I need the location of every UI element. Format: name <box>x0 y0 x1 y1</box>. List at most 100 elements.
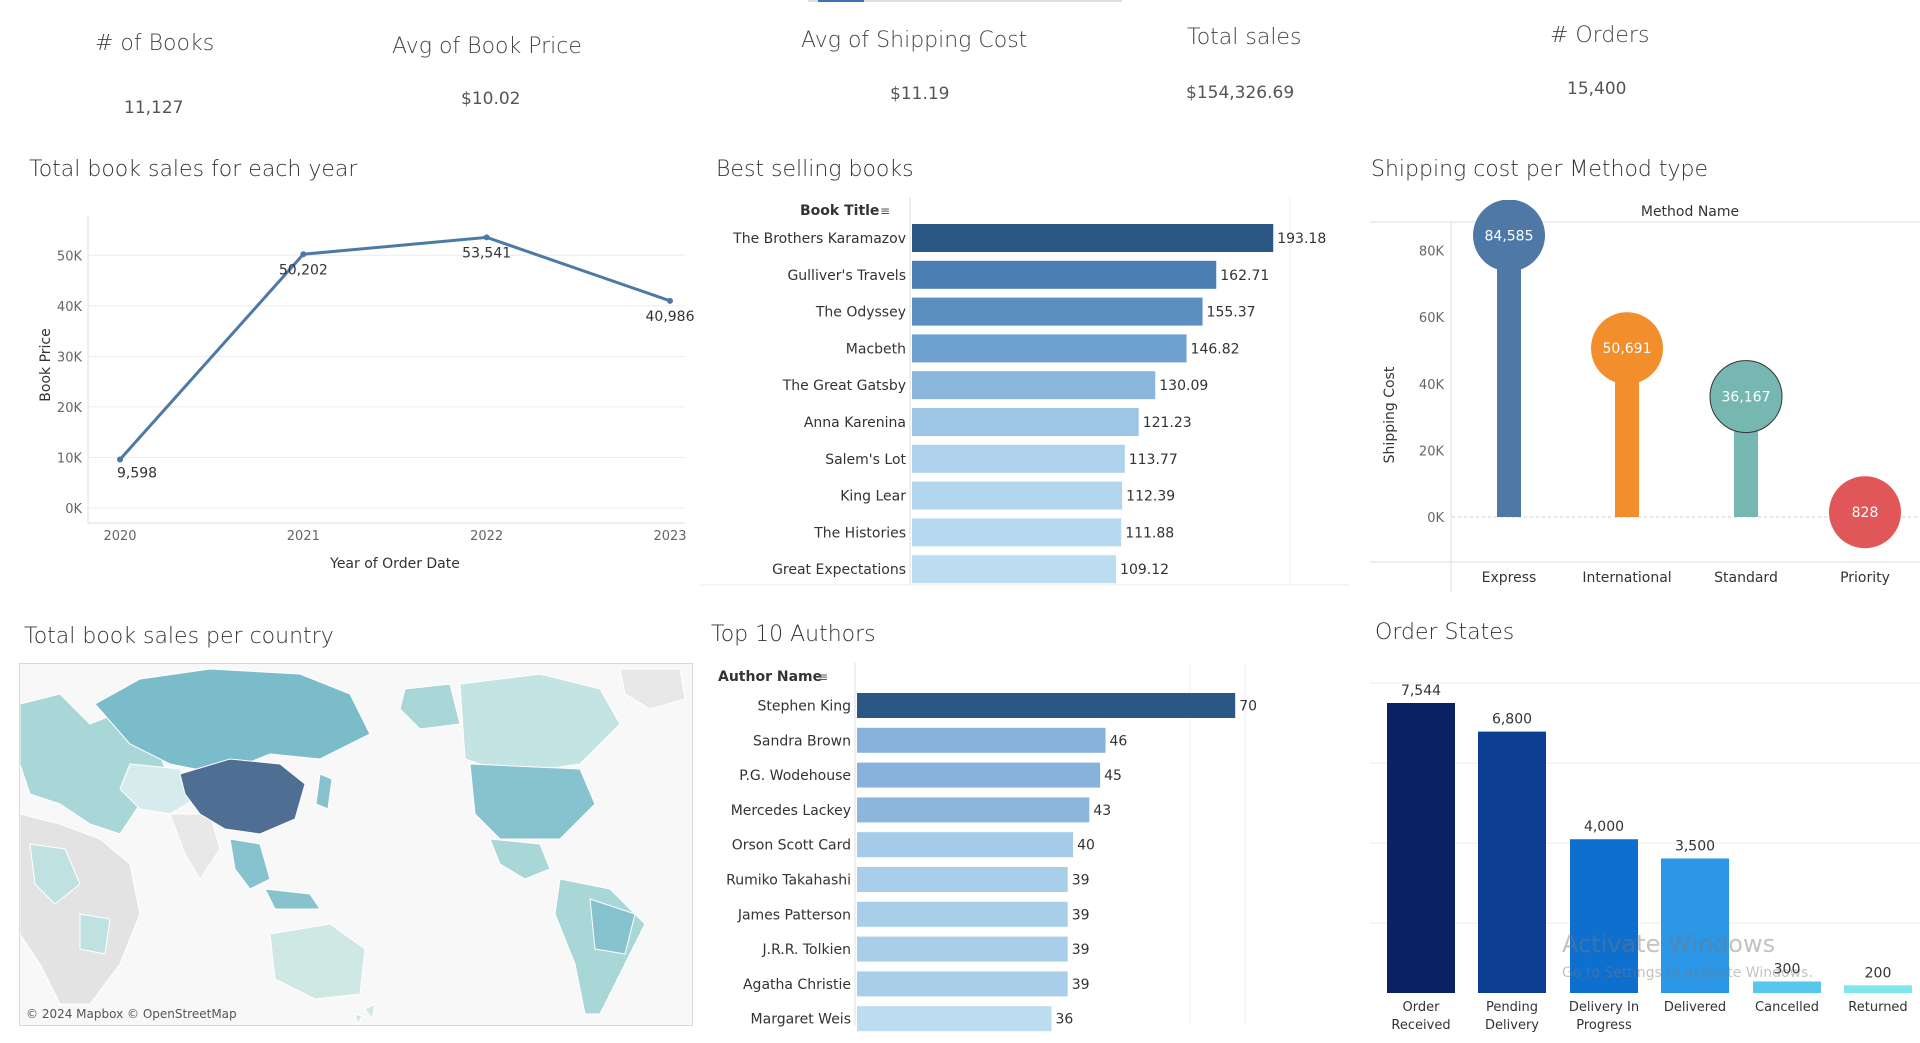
bar[interactable] <box>857 901 1068 927</box>
x-tick-label: 2023 <box>653 529 686 544</box>
kpi-orders-value: 15,400 <box>1567 79 1627 99</box>
lollipop-head[interactable] <box>1829 476 1901 549</box>
kpi-books-value: 11,127 <box>124 98 184 118</box>
map-title: Total book sales per country <box>24 624 334 649</box>
authors-axis-header[interactable]: Author Name <box>718 669 822 685</box>
bar[interactable] <box>857 936 1068 962</box>
bar[interactable] <box>1753 981 1821 993</box>
line-chart-title: Total book sales for each year <box>29 157 358 182</box>
map-se-asia[interactable] <box>229 838 321 910</box>
category-label[interactable]: Margaret Weis <box>751 1012 851 1028</box>
bar[interactable] <box>857 797 1090 823</box>
books-chart-title: Best selling books <box>716 157 914 182</box>
data-point[interactable] <box>667 297 673 304</box>
bar[interactable] <box>857 832 1074 858</box>
category-label[interactable]: J.R.R. Tolkien <box>762 942 852 958</box>
world-map-svg[interactable] <box>20 664 692 1025</box>
map-mexico[interactable] <box>489 838 551 880</box>
kpi-orders-title: # Orders <box>1550 23 1650 48</box>
bar[interactable] <box>1570 839 1638 993</box>
active-tab-indicator[interactable] <box>818 0 864 2</box>
category-label[interactable]: Gulliver's Travels <box>787 268 906 284</box>
map-canada[interactable] <box>459 673 621 775</box>
category-label[interactable]: P.G. Wodehouse <box>739 768 851 784</box>
bar[interactable] <box>912 224 1274 252</box>
bar[interactable] <box>857 1006 1052 1032</box>
category-label[interactable]: Salem's Lot <box>825 452 906 468</box>
map-japan[interactable] <box>315 773 333 810</box>
bar[interactable] <box>912 260 1217 289</box>
bar[interactable] <box>912 481 1123 510</box>
country-sales-map[interactable]: © 2024 Mapbox © OpenStreetMap <box>19 663 693 1026</box>
lollipop-head[interactable] <box>1591 312 1663 385</box>
kpi-shipping-value: $11.19 <box>890 84 950 104</box>
category-label[interactable]: King Lear <box>840 489 906 505</box>
map-usa[interactable] <box>469 763 596 840</box>
lollipop-head[interactable] <box>1473 200 1545 272</box>
map-china[interactable] <box>179 758 306 835</box>
bar[interactable] <box>912 297 1203 326</box>
bar[interactable] <box>912 371 1156 400</box>
map-new-zealand[interactable] <box>354 1003 376 1025</box>
category-label[interactable]: Stephen King <box>757 699 851 715</box>
map-greenland[interactable] <box>619 668 686 710</box>
category-label: Express <box>1482 570 1537 586</box>
category-label[interactable]: Anna Karenina <box>804 415 906 431</box>
data-point[interactable] <box>300 251 307 258</box>
bar[interactable] <box>1387 703 1455 993</box>
map-alaska[interactable] <box>399 683 461 730</box>
books-axis-header[interactable]: Book Title <box>800 203 879 219</box>
sort-icon[interactable]: ≡ <box>880 204 890 218</box>
data-label: 36,167 <box>1722 390 1771 406</box>
bar[interactable] <box>1478 731 1546 993</box>
map-africa-cells[interactable] <box>29 843 111 955</box>
bar-value-label: 40 <box>1077 838 1095 854</box>
map-russia[interactable] <box>94 668 371 775</box>
kpi-avg-price-title: Avg of Book Price <box>392 34 582 59</box>
category-label: International <box>1582 570 1671 586</box>
category-label[interactable]: The Brothers Karamazov <box>732 231 906 247</box>
map-attribution[interactable]: © 2024 Mapbox © OpenStreetMap <box>26 1007 237 1021</box>
category-label[interactable]: The Histories <box>813 525 906 541</box>
bar[interactable] <box>1661 858 1729 993</box>
bar-value-label: 39 <box>1072 907 1090 923</box>
lollipop-head[interactable] <box>1709 360 1783 434</box>
category-label[interactable]: Orson Scott Card <box>732 838 851 854</box>
lollipop-stem[interactable] <box>1497 235 1521 517</box>
bar[interactable] <box>857 971 1068 997</box>
data-point[interactable] <box>483 234 490 241</box>
bar[interactable] <box>912 518 1122 547</box>
bar[interactable] <box>912 444 1125 473</box>
sort-icon[interactable]: ≡ <box>818 670 828 684</box>
bar-value-label: 46 <box>1110 733 1128 749</box>
category-label[interactable]: James Patterson <box>737 907 851 923</box>
map-brazil[interactable] <box>589 898 636 955</box>
category-label: Delivery In <box>1569 1000 1639 1015</box>
category-label[interactable]: Rumiko Takahashi <box>726 873 851 889</box>
category-label[interactable]: Agatha Christie <box>743 977 851 993</box>
y-tick-label: 20K <box>1419 444 1445 459</box>
bar[interactable] <box>857 727 1106 753</box>
activate-windows-subtext: Go to Settings to activate Windows. <box>1562 965 1813 981</box>
category-label[interactable]: Mercedes Lackey <box>731 803 851 819</box>
data-point[interactable] <box>117 456 123 463</box>
category-label[interactable]: Sandra Brown <box>753 733 851 749</box>
category-label[interactable]: The Great Gatsby <box>782 378 906 394</box>
bar[interactable] <box>912 555 1117 584</box>
x-tick-label: 2021 <box>287 529 320 544</box>
category-label[interactable]: Great Expectations <box>772 562 906 578</box>
bar[interactable] <box>1844 985 1912 993</box>
kpi-sales-title: Total sales <box>1187 25 1302 50</box>
bar[interactable] <box>857 693 1236 718</box>
bar[interactable] <box>857 762 1101 788</box>
order-states-chart: 7,544 Order Received 6,800 Pending Delivery 4,… <box>1370 682 1920 1033</box>
bar[interactable] <box>857 867 1068 892</box>
bar[interactable] <box>912 408 1139 436</box>
shipping-y-label: Shipping Cost <box>1382 366 1398 463</box>
category-label: Priority <box>1840 570 1890 586</box>
bar[interactable] <box>912 334 1187 363</box>
bar-value-label: 109.12 <box>1120 562 1169 578</box>
map-australia[interactable] <box>269 923 366 1000</box>
category-label[interactable]: Macbeth <box>846 341 906 357</box>
category-label[interactable]: The Odyssey <box>815 305 906 321</box>
